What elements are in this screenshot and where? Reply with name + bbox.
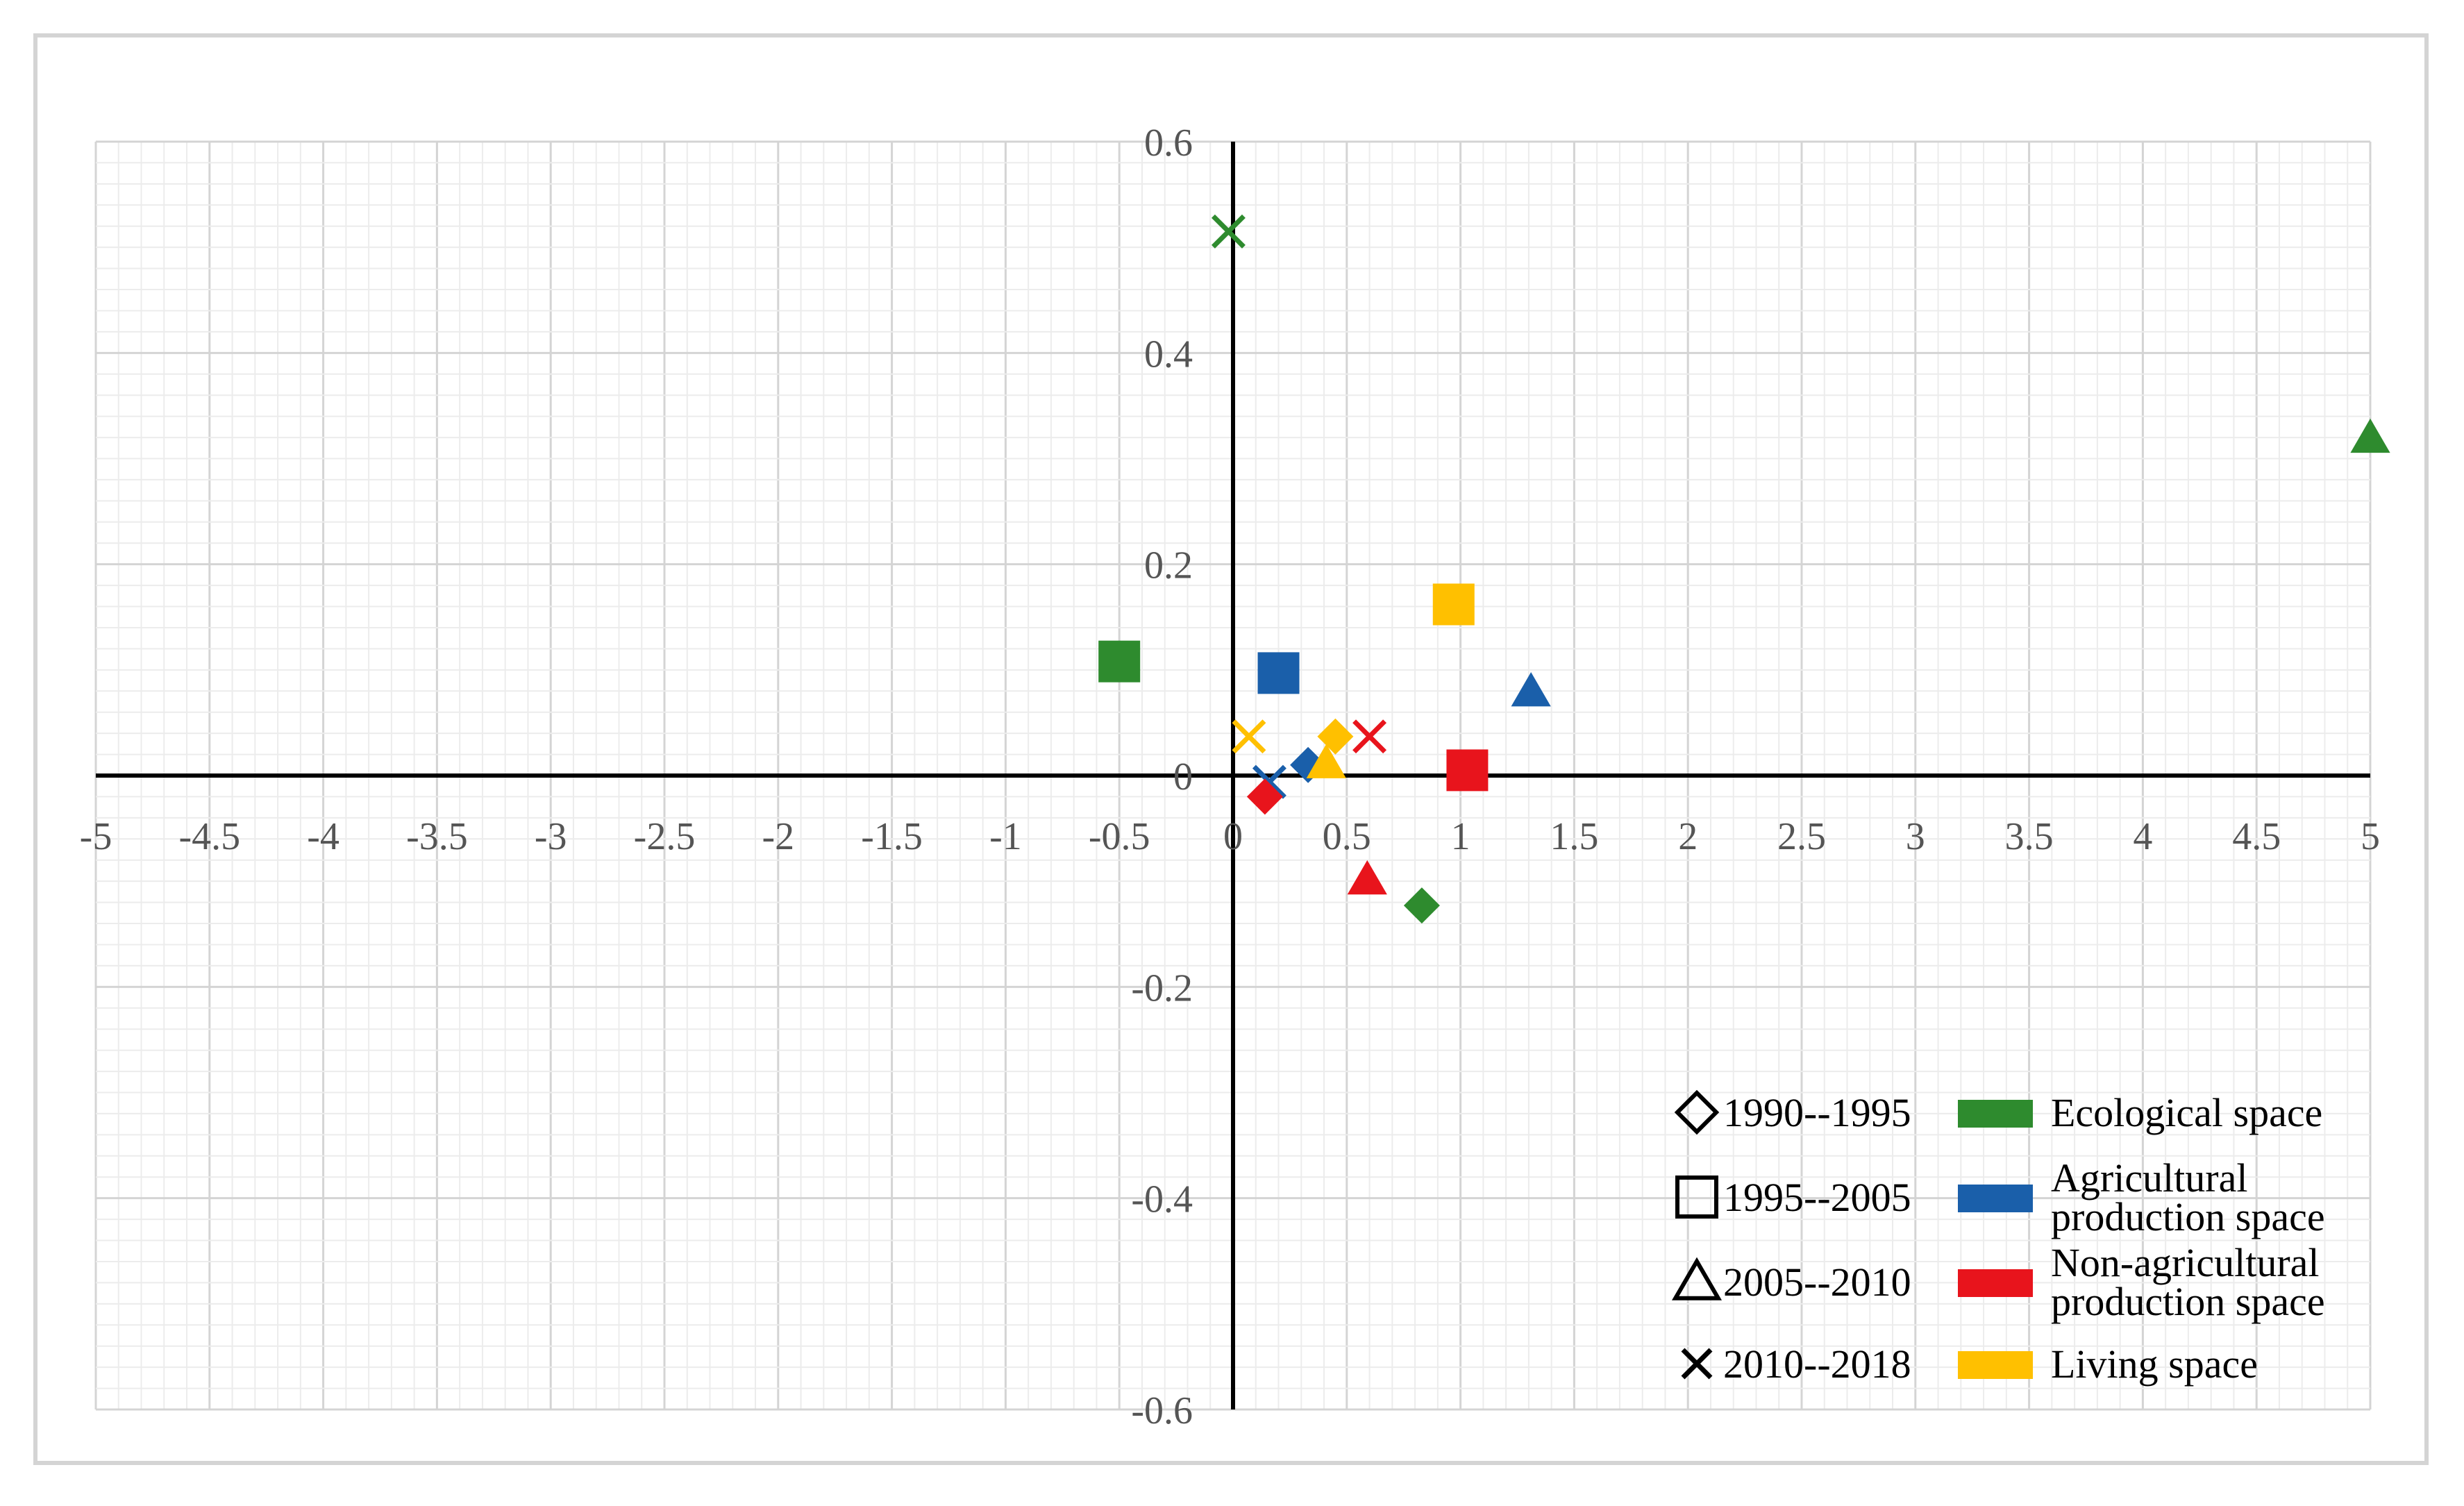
point-agricultural-production-space-2005-2010 xyxy=(1511,671,1551,707)
point-non-agricultural-production-space-1995-2005 xyxy=(1446,749,1489,792)
x-tick-label: 0 xyxy=(1223,815,1243,858)
x-tick-label: -4 xyxy=(307,815,340,858)
point-ecological-space-1990-1995 xyxy=(1403,887,1440,924)
point-living-space-1995-2005 xyxy=(1432,583,1475,626)
x-tick-label: -2 xyxy=(762,815,794,858)
legend-marker-square xyxy=(1675,1175,1718,1219)
cross-stroke xyxy=(1352,719,1387,754)
x-tick-label: -3.5 xyxy=(406,815,468,858)
x-tick-label: -2.5 xyxy=(634,815,696,858)
legend-swatch xyxy=(1958,1351,2033,1379)
point-agricultural-production-space-1995-2005 xyxy=(1257,652,1300,694)
x-tick-label: -3 xyxy=(535,815,567,858)
x-tick-label: 3.5 xyxy=(2005,815,2054,858)
legend-swatch xyxy=(1958,1185,2033,1212)
point-living-space-1990-1995 xyxy=(1317,718,1354,755)
x-tick-label: 0.5 xyxy=(1323,815,1371,858)
x-tick-label: -1.5 xyxy=(861,815,923,858)
scatter-chart: -5 -4.5 -4 -3.5 -3 -2.5 -2 -1.5 -1 -0.5 0 0.5 1 1.5 2 2… xyxy=(80,122,2390,1432)
legend-swatch xyxy=(1958,1100,2033,1128)
legend-swatch xyxy=(1958,1269,2033,1297)
x-tick-label: 5 xyxy=(2361,815,2380,858)
legend-period-label: 2010--2018 xyxy=(1723,1341,1911,1387)
y-tick-label: -0.4 xyxy=(1131,1178,1193,1221)
x-tick-label: 1 xyxy=(1451,815,1470,858)
legend-space-label: Living space xyxy=(2051,1341,2258,1387)
point-ecological-space-2010-2018 xyxy=(1211,214,1246,249)
x-tick-label: 4.5 xyxy=(2232,815,2281,858)
x-tick-label: 3 xyxy=(1906,815,1925,858)
legend-period-label: 1995--2005 xyxy=(1723,1175,1911,1220)
y-tick-labels: 0.6 0.4 0.2 0 -0.2 -0.4 -0.6 xyxy=(1131,122,1193,1432)
legend-marker-cross xyxy=(1681,1348,1713,1380)
x-tick-label: 4 xyxy=(2133,815,2152,858)
y-tick-label: 0.4 xyxy=(1144,333,1193,376)
legend-marker-diamond xyxy=(1674,1089,1720,1135)
point-non-agricultural-production-space-2005-2010 xyxy=(1347,860,1387,895)
x-tick-label: 1.5 xyxy=(1550,815,1598,858)
cross-stroke xyxy=(1211,214,1246,249)
cross-stroke xyxy=(1681,1348,1713,1380)
point-living-space-2010-2018 xyxy=(1232,719,1266,754)
legend: 1990--1995 1995--2005 2005--2010 2010--2018… xyxy=(1671,1089,2325,1387)
x-tick-label: -4.5 xyxy=(178,815,240,858)
point-ecological-space-1995-2005 xyxy=(1098,640,1141,683)
legend-space-label: Non-agricultural xyxy=(2051,1240,2320,1285)
legend-space-label: Agricultural xyxy=(2051,1155,2247,1200)
y-tick-label: -0.6 xyxy=(1131,1389,1193,1432)
cross-stroke xyxy=(1232,719,1266,754)
point-ecological-space-2005-2010 xyxy=(2350,418,2390,453)
chart-frame: -5 -4.5 -4 -3.5 -3 -2.5 -2 -1.5 -1 -0.5 0 0.5 1 1.5 2 2… xyxy=(33,33,2429,1465)
point-non-agricultural-production-space-2010-2018 xyxy=(1352,719,1387,754)
legend-space-label: Ecological space xyxy=(2051,1090,2322,1135)
x-tick-label: -5 xyxy=(80,815,112,858)
x-tick-labels: -5 -4.5 -4 -3.5 -3 -2.5 -2 -1.5 -1 -0.5 0 0.5 1 1.5 2 2… xyxy=(80,815,2380,858)
y-tick-label: -0.2 xyxy=(1131,967,1193,1010)
legend-space-label: production space xyxy=(2051,1279,2325,1324)
legend-marker-triangle xyxy=(1671,1257,1723,1300)
point-non-agricultural-production-space-1990-1995 xyxy=(1246,778,1283,815)
legend-period-label: 1990--1995 xyxy=(1723,1090,1911,1135)
point-living-space-2005-2010 xyxy=(1306,744,1346,778)
data-points xyxy=(1098,214,2390,924)
x-tick-label: 2 xyxy=(1678,815,1698,858)
x-tick-label: -1 xyxy=(989,815,1022,858)
legend-space-label: production space xyxy=(2051,1194,2325,1239)
y-tick-label: 0.6 xyxy=(1144,122,1193,165)
x-tick-label: 2.5 xyxy=(1777,815,1826,858)
legend-period-label: 2005--2010 xyxy=(1723,1260,1911,1305)
axes xyxy=(96,142,2370,1409)
x-tick-label: -0.5 xyxy=(1089,815,1150,858)
y-tick-label: 0.2 xyxy=(1144,544,1193,587)
y-tick-label: 0 xyxy=(1173,755,1193,798)
